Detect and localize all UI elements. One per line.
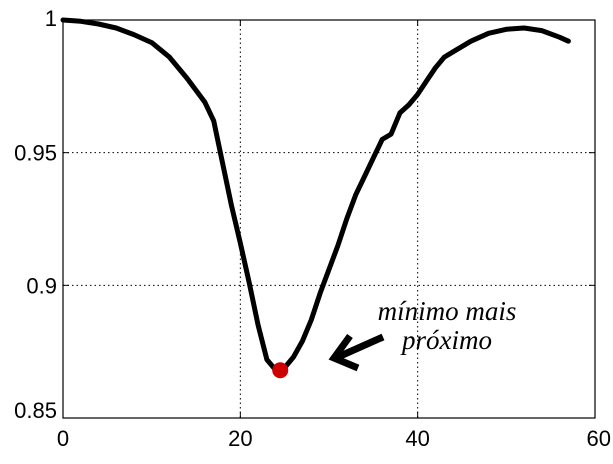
series-line <box>60 17 571 373</box>
grid-lines <box>63 20 595 418</box>
x-tick-label: 0 <box>57 426 69 451</box>
plot-area <box>63 20 595 418</box>
x-tick-label: 60 <box>587 426 611 451</box>
y-tick-label: 1 <box>45 6 57 31</box>
minimum-point-marker <box>272 362 289 379</box>
y-tick-label: 0.9 <box>26 273 57 298</box>
arrow-icon <box>328 333 385 372</box>
y-tick-label: 0.95 <box>14 141 57 166</box>
tick-labels: 0 20 40 60 0.85 0.9 0.95 1 <box>14 6 611 451</box>
annotation: mínimo mais próximo <box>328 296 517 372</box>
x-tick-label: 20 <box>228 426 252 451</box>
plot-frame <box>62 19 596 419</box>
annotation-line-1: mínimo mais <box>378 296 517 326</box>
annotation-line-2: próximo <box>400 325 492 355</box>
x-tick-label: 40 <box>405 426 429 451</box>
y-tick-label: 0.85 <box>14 398 57 423</box>
